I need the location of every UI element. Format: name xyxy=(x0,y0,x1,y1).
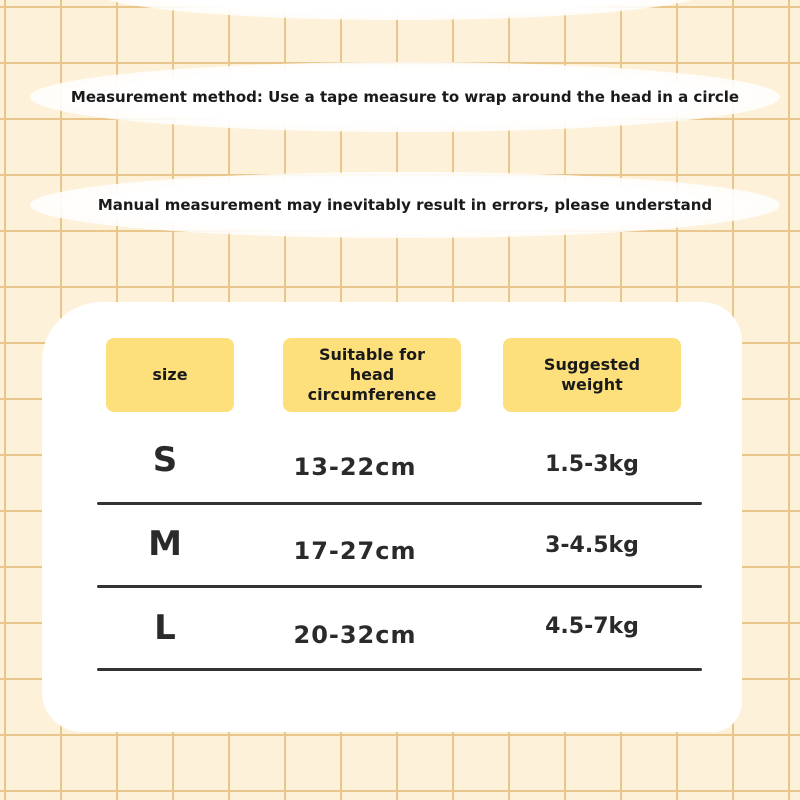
header-circumference: Suitable for head circumference xyxy=(283,338,461,412)
row-s-circumference: 13-22cm xyxy=(293,453,417,481)
header-weight: Suggested weight xyxy=(503,338,681,412)
row-s-weight: 1.5-3kg xyxy=(545,452,639,477)
row-divider xyxy=(97,585,702,588)
row-l-size: L xyxy=(154,608,176,648)
row-m-weight: 3-4.5kg xyxy=(545,533,639,558)
row-s-size: S xyxy=(152,440,178,480)
row-m-circumference: 17-27cm xyxy=(293,537,417,565)
note-measurement-method: Measurement method: Use a tape measure t… xyxy=(30,62,780,132)
row-m-size: M xyxy=(148,524,182,564)
row-divider xyxy=(97,668,702,671)
row-l-circumference: 20-32cm xyxy=(293,621,417,649)
top-oval xyxy=(90,0,710,20)
note-measurement-error: Manual measurement may inevitably result… xyxy=(30,172,780,238)
row-divider xyxy=(97,502,702,505)
header-size: size xyxy=(106,338,234,412)
row-l-weight: 4.5-7kg xyxy=(545,614,639,639)
